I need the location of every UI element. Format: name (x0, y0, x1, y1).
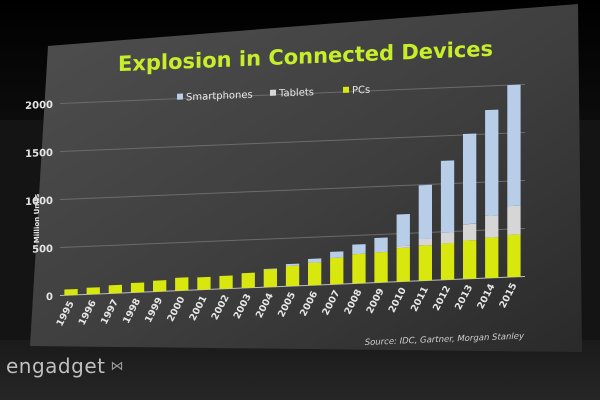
gridline-1500 (60, 131, 525, 153)
y-tick-1500: 1500 (25, 148, 53, 160)
y-tick-500: 500 (32, 244, 53, 256)
bar-pcs-2013 (463, 240, 477, 280)
bar-smartphones-2014 (485, 109, 499, 216)
bar-pcs-1995 (64, 289, 78, 296)
bar-pcs-1996 (86, 287, 100, 295)
bar-smartphones-2013 (463, 133, 477, 225)
bar-pcs-2012 (440, 242, 455, 280)
y-tick-0: 0 (46, 292, 53, 303)
bar-pcs-2002 (219, 275, 233, 290)
bar-pcs-2008 (352, 253, 366, 284)
bar-pcs-2006 (308, 262, 322, 286)
bar-pcs-1997 (108, 284, 122, 294)
bar-pcs-2005 (285, 265, 300, 287)
bar-smartphones-2011 (418, 184, 433, 240)
bar-pcs-1998 (130, 282, 145, 293)
bar-tablets-2013 (463, 223, 477, 241)
bar-tablets-2012 (440, 232, 455, 244)
legend-swatch-tablets (270, 89, 276, 96)
gridline-2000 (60, 83, 525, 105)
bar-smartphones-2009 (374, 237, 388, 253)
bar-pcs-2007 (330, 257, 344, 285)
bar-pcs-2014 (485, 237, 499, 279)
bar-smartphones-2010 (396, 213, 410, 247)
bar-tablets-2010 (396, 245, 410, 249)
bar-pcs-2009 (374, 251, 388, 283)
bar-pcs-2011 (418, 245, 433, 281)
legend-label-smartphones: Smartphones (186, 90, 253, 104)
watermark-brand: engadget (6, 354, 106, 378)
y-axis-ticks: 0 500 1000 1500 2000 (25, 100, 53, 303)
bar-smartphones-2015 (507, 84, 521, 207)
bar-pcs-2004 (263, 268, 278, 288)
bar-pcs-2010 (396, 247, 410, 282)
bar-pcs-2000 (175, 277, 189, 291)
y-tick-2000: 2000 (25, 100, 53, 112)
bar-pcs-2003 (241, 272, 255, 289)
legend-label-tablets: Tablets (278, 87, 314, 99)
bar-pcs-1999 (153, 280, 167, 292)
watermark: engadget ⋈ (6, 354, 124, 378)
bar-smartphones-2012 (440, 160, 455, 233)
bar-smartphones-2004 (263, 268, 278, 270)
legend: Smartphones Tablets PCs (177, 85, 370, 104)
bar-smartphones-2008 (352, 244, 366, 255)
y-axis-label: Million Units (33, 194, 41, 244)
legend-swatch-smartphones (177, 93, 183, 100)
bar-tablets-2014 (485, 215, 499, 238)
signal-icon: ⋈ (110, 358, 124, 374)
y-tick-1000: 1000 (25, 196, 53, 208)
bar-smartphones-2007 (330, 251, 344, 259)
bar-pcs-2001 (197, 276, 211, 290)
bar-tablets-2015 (507, 205, 521, 236)
bar-pcs-2015 (507, 234, 521, 278)
bar-smartphones-2006 (308, 258, 322, 263)
bars (64, 84, 521, 296)
legend-swatch-pcs (343, 86, 349, 93)
legend-label-pcs: PCs (352, 85, 370, 97)
bar-smartphones-2005 (285, 263, 300, 267)
bar-tablets-2011 (418, 238, 433, 246)
